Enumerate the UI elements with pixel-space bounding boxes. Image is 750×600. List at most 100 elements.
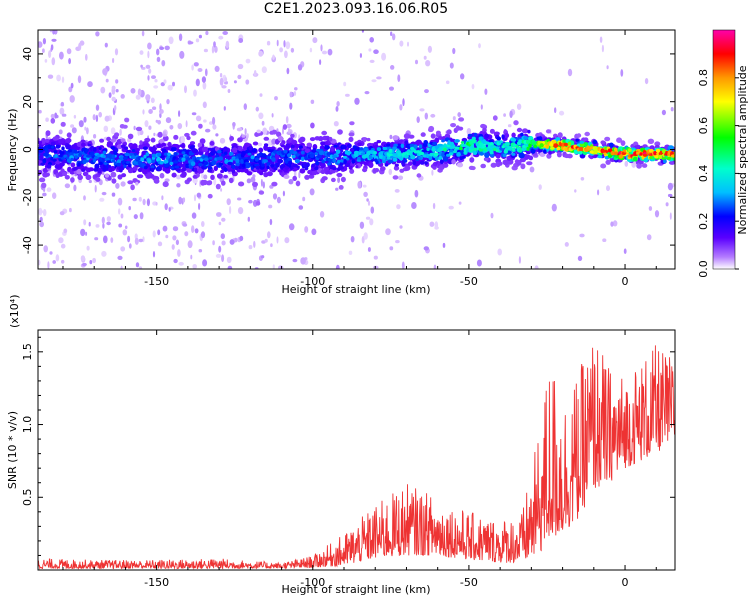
ridge-blob <box>291 139 298 145</box>
noise-speck <box>471 83 475 90</box>
noise-speck <box>285 41 291 50</box>
ridge-blob <box>261 153 267 158</box>
ridge-blob <box>521 128 529 134</box>
ridge-blob <box>189 145 194 150</box>
noise-speck <box>83 219 87 226</box>
ridge-blob <box>378 154 383 159</box>
ridge-blob <box>308 174 315 179</box>
ridge-blob <box>275 162 280 168</box>
ridge-blob <box>483 147 488 152</box>
noise-speck <box>141 66 146 70</box>
ridge-blob <box>374 158 378 163</box>
noise-speck <box>102 223 105 229</box>
noise-speck <box>452 116 456 121</box>
noise-speck <box>87 81 93 88</box>
ridge-blob <box>185 157 191 161</box>
noise-speck <box>288 223 295 231</box>
noise-speck <box>319 59 322 65</box>
noise-speck <box>529 166 535 173</box>
ridge-blob <box>248 145 254 151</box>
ridge-blob <box>47 144 51 150</box>
ridge-blob <box>131 149 136 153</box>
ridge-blob <box>263 159 268 163</box>
ridge-blob <box>208 156 213 160</box>
noise-speck <box>425 60 431 67</box>
ridge-blob <box>386 143 391 147</box>
noise-speck <box>255 106 259 112</box>
noise-speck <box>114 48 119 56</box>
ridge-blob <box>578 151 583 155</box>
noise-speck <box>115 79 119 84</box>
noise-speck <box>648 206 653 211</box>
ridge-blob <box>614 147 618 152</box>
noise-speck <box>250 176 256 183</box>
noise-speck <box>211 45 215 54</box>
noise-speck <box>213 41 216 48</box>
noise-speck <box>670 107 674 112</box>
noise-speck <box>150 97 155 104</box>
noise-speck <box>70 124 75 128</box>
ridge-blob <box>55 144 61 149</box>
noise-speck <box>51 57 56 66</box>
noise-speck <box>253 240 256 248</box>
ridge-blob <box>211 147 215 151</box>
noise-speck <box>399 225 403 229</box>
noise-speck <box>73 114 77 119</box>
noise-speck <box>574 189 577 193</box>
ridge-blob <box>641 163 648 168</box>
colorbar: 0.0 0.2 0.4 0.6 0.8 Normalized spectral ampl… <box>697 29 749 278</box>
noise-speck <box>348 250 353 255</box>
ridge-blob <box>493 147 497 152</box>
ridge-blob <box>292 175 298 181</box>
ridge-blob <box>124 146 129 150</box>
noise-speck <box>192 264 197 269</box>
ridge-blob <box>484 133 490 139</box>
ridge-blob <box>489 149 494 155</box>
noise-speck <box>321 50 328 55</box>
noise-speck <box>272 193 278 200</box>
ridge-blob <box>340 176 346 183</box>
ridge-blob <box>165 163 170 168</box>
ridge-blob <box>393 165 400 171</box>
ridge-blob <box>366 142 374 148</box>
ridge-blob <box>518 148 523 153</box>
noise-speck <box>298 205 304 210</box>
ridge-blob <box>473 132 478 137</box>
ridge-blob <box>413 144 418 149</box>
noise-speck <box>212 116 216 125</box>
ridge-blob <box>531 141 537 146</box>
ridge-blob <box>76 168 82 175</box>
noise-speck <box>54 112 58 119</box>
noise-speck <box>457 112 462 118</box>
ridge-blob <box>157 131 163 138</box>
ridge-blob <box>142 146 148 150</box>
noise-speck <box>212 124 217 130</box>
ridge-blob <box>259 171 264 176</box>
ridge-blob <box>608 142 614 148</box>
ridge-blob <box>520 132 524 137</box>
ridge-blob <box>548 150 552 155</box>
noise-speck <box>272 264 275 269</box>
ridge-blob <box>50 141 56 146</box>
ridge-blob <box>292 163 298 168</box>
noise-speck <box>271 269 275 274</box>
noise-speck <box>363 191 368 197</box>
ridge-blob <box>392 175 399 180</box>
noise-speck <box>599 36 603 43</box>
noise-speck <box>85 53 88 61</box>
ridge-blob <box>428 155 433 161</box>
ridge-blob <box>351 159 356 164</box>
noise-speck <box>490 212 494 219</box>
ridge-blob <box>321 159 326 164</box>
ridge-blob <box>643 157 649 163</box>
noise-speck <box>304 226 309 233</box>
noise-speck <box>147 75 150 81</box>
ridge-blob <box>331 166 337 171</box>
ridge-blob <box>110 171 117 178</box>
ridge-blob <box>517 141 522 146</box>
ridge-blob <box>78 152 82 157</box>
noise-speck <box>309 47 313 53</box>
noise-speck <box>77 75 82 84</box>
ridge-blob <box>196 172 200 178</box>
